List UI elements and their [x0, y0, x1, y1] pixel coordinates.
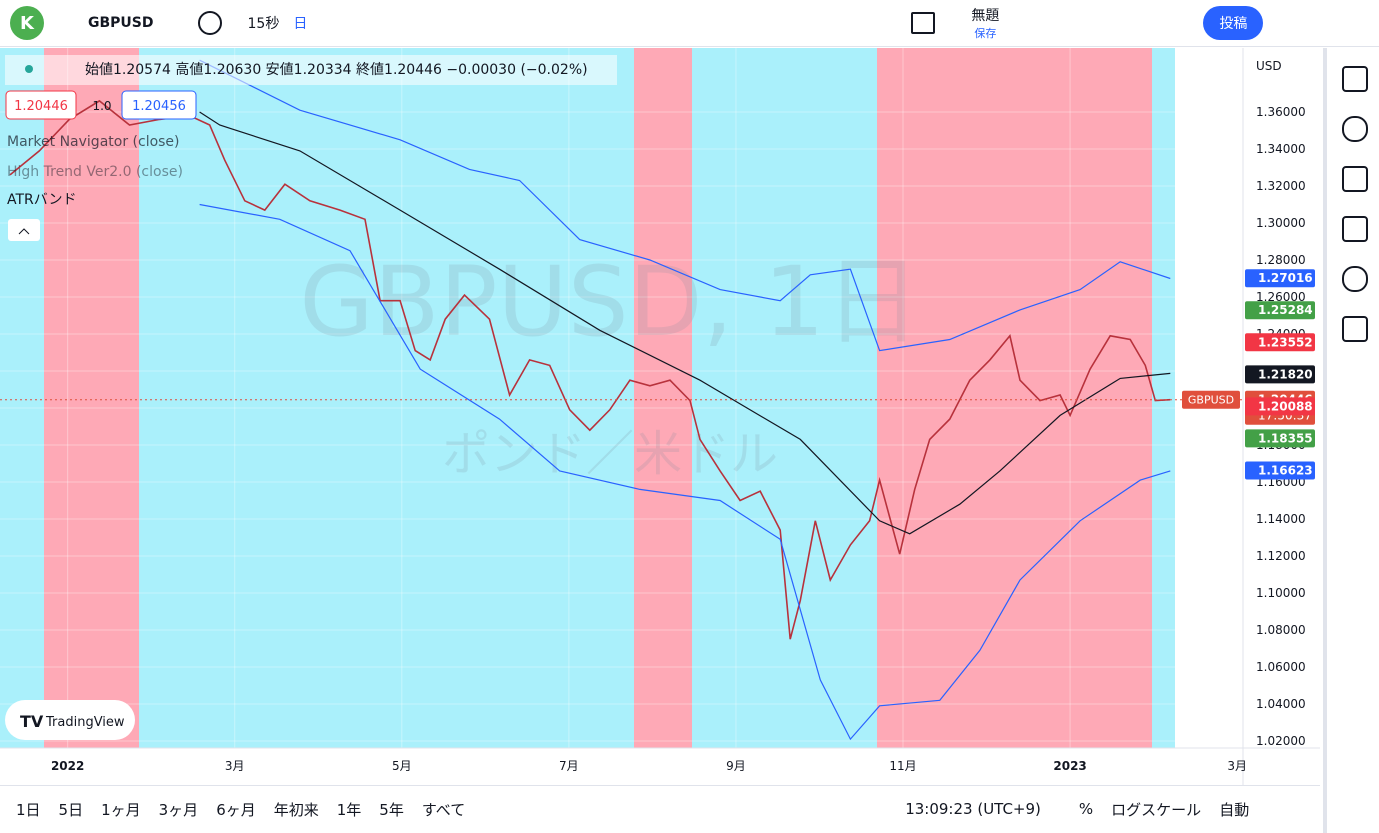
- range-button[interactable]: すべて: [421, 800, 466, 819]
- zone-red: [44, 48, 139, 748]
- price-badge: [1245, 269, 1315, 288]
- brand: TradingView: [45, 715, 125, 730]
- price-badge: [1245, 397, 1315, 416]
- plot: [0, 59, 1243, 741]
- x-tick-label: 7月: [559, 759, 579, 773]
- spread: 1.0: [92, 99, 111, 113]
- axis-labels: 1.02000 1.04000 1.06000 1.08000 1.10000 1.120…: [51, 105, 1315, 773]
- symbol[interactable]: GBPUSD: [88, 15, 154, 31]
- indicator[interactable]: Market Navigator (close): [7, 134, 180, 150]
- x-tick-label: 2023: [1053, 759, 1086, 773]
- ohlc: 始値1.20574 高値1.20630 安値1.20334 終値1.20446 …: [85, 61, 588, 78]
- top-toolbar: K GBPUSD 15秒 日 無題 保存 投稿: [0, 0, 1379, 47]
- watchlist-icon[interactable]: [1342, 66, 1368, 92]
- y-tick-label: 1.04000: [1256, 697, 1306, 711]
- grid: [0, 48, 1243, 748]
- calendar-icon[interactable]: [1342, 216, 1368, 242]
- brand-badge[interactable]: TV TradingView: [5, 700, 135, 740]
- price-badge: [1245, 301, 1315, 320]
- symbol-tag-bg: [1182, 390, 1240, 409]
- news-icon[interactable]: [1342, 166, 1368, 192]
- clock: 13:09:23 (UTC+9): [905, 800, 1041, 818]
- percent-toggle[interactable]: %: [1078, 800, 1094, 818]
- y-tick-label: 1.28000: [1256, 253, 1306, 267]
- price-badge-label: 1.25284: [1258, 303, 1313, 317]
- price-badge: [1245, 333, 1315, 352]
- y-tick-label: 1.26000: [1256, 290, 1306, 304]
- y-tick-label: 1.30000: [1256, 216, 1306, 230]
- background-zones: [0, 48, 1175, 748]
- price-badge: [1245, 365, 1315, 384]
- watermark-sub: ポンド／米ドル: [442, 426, 778, 482]
- avatar[interactable]: K: [10, 6, 44, 40]
- layout[interactable]: 無題 保存: [971, 5, 999, 41]
- y-tick-label: 1.06000: [1256, 660, 1306, 674]
- ask[interactable]: 1.20456: [132, 99, 186, 114]
- y-tick-label: 1.36000: [1256, 105, 1306, 119]
- series-line: [199, 111, 1171, 535]
- price-badge-label: 1.23552: [1258, 335, 1313, 349]
- symbol-tag: GBPUSD: [1188, 394, 1234, 407]
- x-tick-label: 9月: [726, 759, 746, 773]
- y-tick-label: 1.02000: [1256, 734, 1306, 748]
- save: 保存: [974, 27, 997, 40]
- x-tick-label: 11月: [889, 759, 916, 773]
- series-line: [9, 99, 1171, 640]
- price-badge-label: 1.20088: [1258, 399, 1313, 413]
- chat-icon[interactable]: [1342, 316, 1368, 342]
- watermark: GBPUSD, 1日: [299, 246, 920, 358]
- y-tick-label: 1.32000: [1256, 179, 1306, 193]
- collapse-button[interactable]: [8, 219, 40, 241]
- resolution[interactable]: 日: [293, 16, 308, 32]
- range-button[interactable]: 年初来: [273, 800, 319, 819]
- x-tick-label: 3月: [1227, 759, 1247, 773]
- price-badge: [1245, 461, 1315, 480]
- price-badge-label: 1.27016: [1258, 271, 1313, 285]
- range-button[interactable]: 1日: [16, 800, 41, 819]
- x-tick-label: 2022: [51, 759, 84, 773]
- range-button[interactable]: 6ヶ月: [216, 800, 256, 819]
- y-tick-label: 1.10000: [1256, 586, 1306, 600]
- interval[interactable]: 15秒: [247, 16, 280, 32]
- bid[interactable]: 1.20446: [14, 99, 68, 114]
- log-toggle[interactable]: ログスケール: [1111, 800, 1202, 819]
- range-button[interactable]: 5年: [379, 800, 404, 819]
- layout-icon[interactable]: [911, 12, 936, 34]
- chart: GBPUSD, 1日 ポンド／米ドル USD 1.020001.040001.0…: [0, 48, 1320, 785]
- svg-text:TV: TV: [20, 712, 44, 731]
- ideas-icon[interactable]: [1342, 266, 1368, 292]
- y-tick-label: 1.12000: [1256, 549, 1306, 563]
- bottom-toolbar: 1日 5日 1ヶ月 3ヶ月 6ヶ月 年初来 1年 5年 すべて 13:09:23 (UTC+9)%…: [0, 785, 1320, 832]
- auto-toggle[interactable]: 自動: [1219, 800, 1250, 819]
- zone-red: [634, 48, 692, 748]
- layout-name: 無題: [971, 8, 1000, 24]
- alerts-icon[interactable]: [1342, 116, 1368, 142]
- y-tick-label: 1.08000: [1256, 623, 1306, 637]
- currency[interactable]: USD: [1256, 59, 1282, 73]
- range-button[interactable]: 3ヶ月: [158, 800, 199, 819]
- price-badge-label: 1.18355: [1258, 431, 1313, 445]
- x-tick-label: 3月: [225, 759, 245, 773]
- series-line: [199, 203, 1171, 741]
- indicator[interactable]: ATRバンド: [7, 192, 76, 208]
- y-tick-label: 1.14000: [1256, 512, 1306, 526]
- publish-button[interactable]: 投稿: [1203, 6, 1264, 40]
- add-symbol[interactable]: [197, 11, 222, 35]
- series-line: [199, 59, 1171, 352]
- y-tick-label: 1.34000: [1256, 142, 1306, 156]
- legend: 始値1.20574 高値1.20630 安値1.20334 終値1.20446 …: [5, 55, 617, 241]
- x-tick-label: 5月: [392, 759, 412, 773]
- zone-red: [877, 48, 1152, 748]
- indicator[interactable]: High Trend Ver2.0 (close): [7, 164, 183, 180]
- price-badge: [1245, 429, 1315, 448]
- range-button[interactable]: 1ヶ月: [101, 800, 141, 819]
- range-button[interactable]: 1年: [336, 800, 362, 819]
- price-badge-label: 1.16623: [1258, 463, 1313, 477]
- range-button[interactable]: 5日: [58, 800, 84, 819]
- price-badge-label: 1.21820: [1258, 367, 1313, 381]
- right-sidebar: [1323, 48, 1379, 833]
